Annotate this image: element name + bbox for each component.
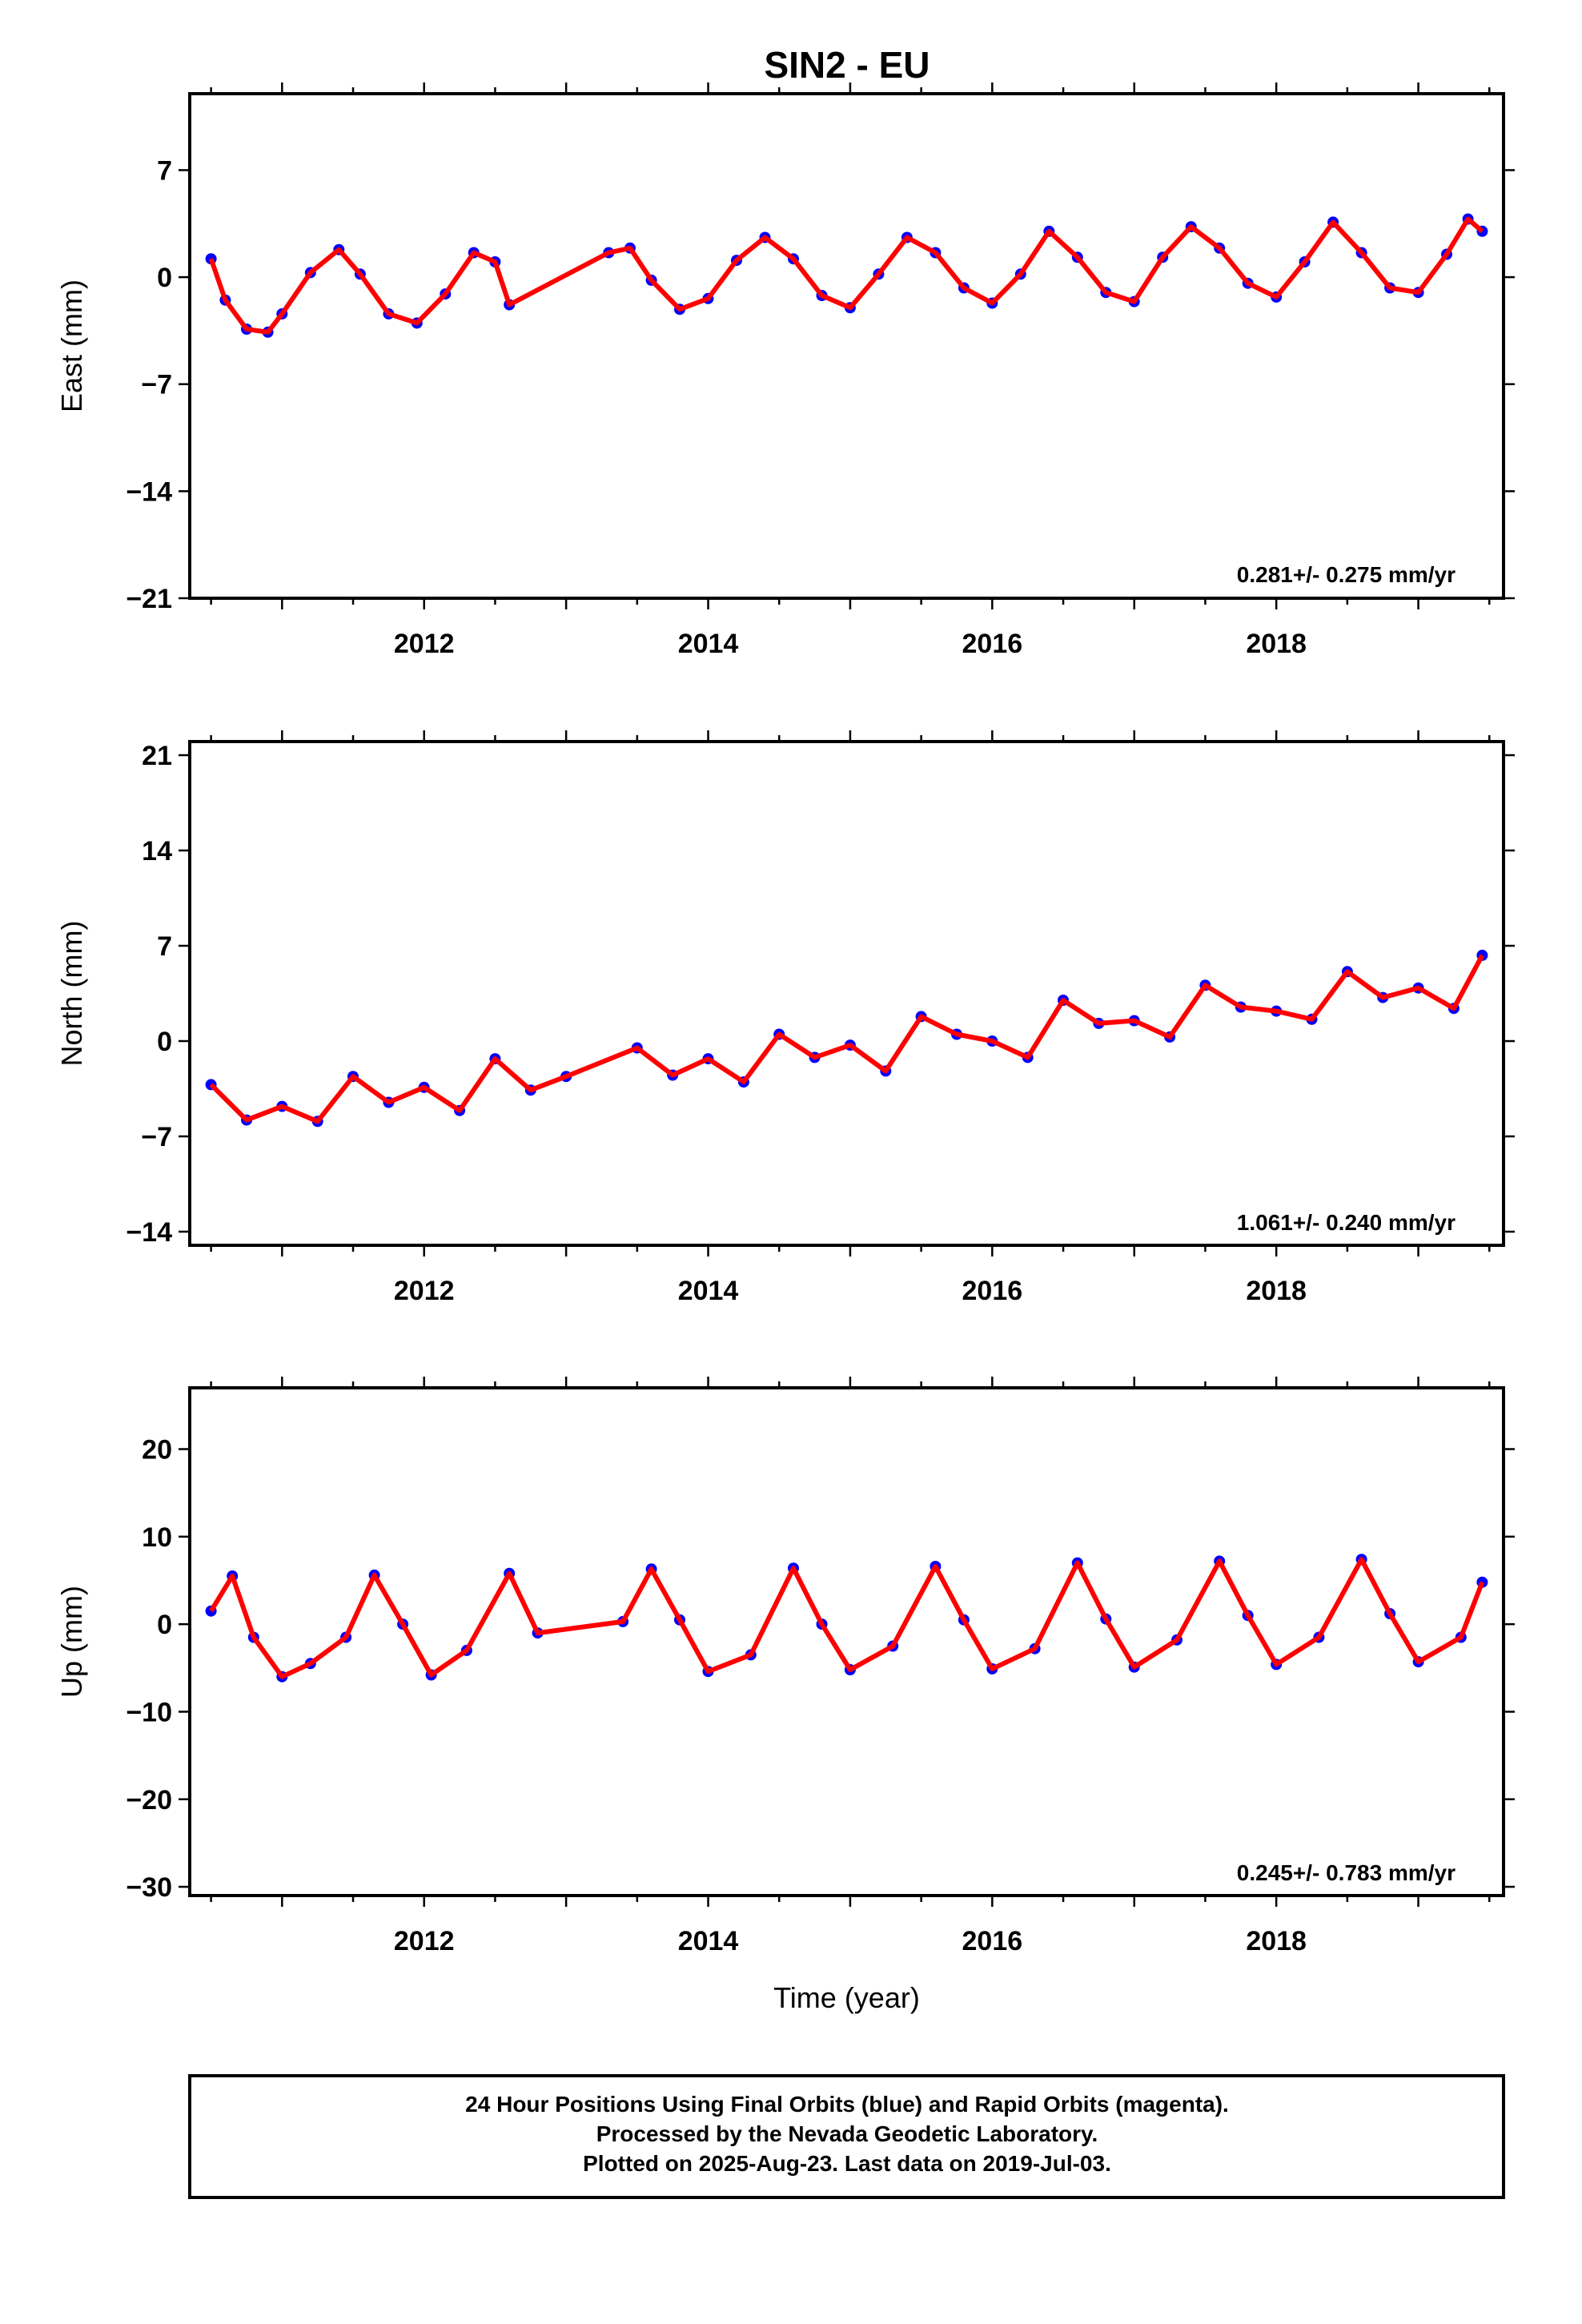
plot-frame: [188, 92, 1505, 600]
footer-line-2: Processed by the Nevada Geodetic Laborat…: [596, 2121, 1098, 2146]
x-tick-label: 2016: [962, 1276, 1023, 1306]
x-tick-label: 2018: [1246, 629, 1307, 659]
x-tick-label: 2016: [962, 1926, 1023, 1956]
y-tick-label: 7: [157, 931, 172, 962]
footer-box: 24 Hour Positions Using Final Orbits (bl…: [188, 2074, 1505, 2199]
y-tick-label: 20: [142, 1435, 172, 1466]
footer-line-1: 24 Hour Positions Using Final Orbits (bl…: [465, 2092, 1229, 2117]
y-tick-label: 10: [142, 1522, 172, 1553]
x-tick-label: 2014: [678, 1926, 739, 1956]
x-tick-label: 2014: [678, 629, 739, 659]
footer-line-3: Plotted on 2025-Aug-23. Last data on 201…: [583, 2151, 1111, 2176]
y-axis-label: Up (mm): [55, 1586, 88, 1698]
east-panel: −21 −14 −7 0 7 2012 2014 2016 2018 East (mm) 0.281…: [55, 82, 1515, 659]
x-tick-label: 2016: [962, 629, 1023, 659]
y-tick-label: −14: [126, 1217, 172, 1248]
y-tick-label: −10: [126, 1697, 172, 1727]
y-tick-label: −30: [126, 1872, 172, 1903]
x-axis-label: Time (year): [773, 1981, 920, 2014]
model-curve: [209, 954, 1485, 1124]
x-tick-label: 2018: [1246, 1276, 1307, 1306]
velocity-annotation: 0.245+/- 0.783 mm/yr: [1237, 1860, 1456, 1885]
y-tick-label: 0: [157, 1027, 172, 1057]
x-tick-label: 2012: [394, 1276, 455, 1306]
plot-frame: [188, 740, 1505, 1247]
y-tick-label: −7: [141, 1122, 172, 1152]
x-tick-label: 2012: [394, 629, 455, 659]
x-tick-label: 2014: [678, 1276, 739, 1306]
y-tick-label: −21: [126, 584, 172, 614]
chart-title: SIN2 - EU: [764, 44, 930, 86]
y-tick-label: 14: [142, 836, 172, 866]
model-curve: [208, 216, 1484, 335]
velocity-annotation: 0.281+/- 0.275 mm/yr: [1237, 562, 1456, 587]
up-panel: −30 −20 −10 0 10 20 2012 2014 2016 2018 Up (mm) Tim…: [55, 1377, 1515, 2014]
north-panel: −14 −7 0 7 14 21 2012 2014 2016 2018 North (mm) 1.0…: [55, 730, 1515, 1306]
model-curve: [209, 1557, 1485, 1679]
y-tick-label: 21: [142, 741, 172, 771]
y-axis-label: East (mm): [55, 279, 88, 412]
y-tick-label: −7: [141, 370, 172, 400]
x-tick-label: 2012: [394, 1926, 455, 1956]
y-axis-label: North (mm): [55, 921, 88, 1067]
y-tick-label: 7: [157, 155, 172, 186]
x-tick-label: 2018: [1246, 1926, 1307, 1956]
y-tick-label: −14: [126, 476, 172, 507]
velocity-annotation: 1.061+/- 0.240 mm/yr: [1237, 1210, 1456, 1235]
y-tick-label: 0: [157, 1610, 172, 1640]
plot-frame: [188, 1386, 1505, 1897]
y-tick-label: 0: [157, 263, 172, 293]
y-tick-label: −20: [126, 1785, 172, 1815]
